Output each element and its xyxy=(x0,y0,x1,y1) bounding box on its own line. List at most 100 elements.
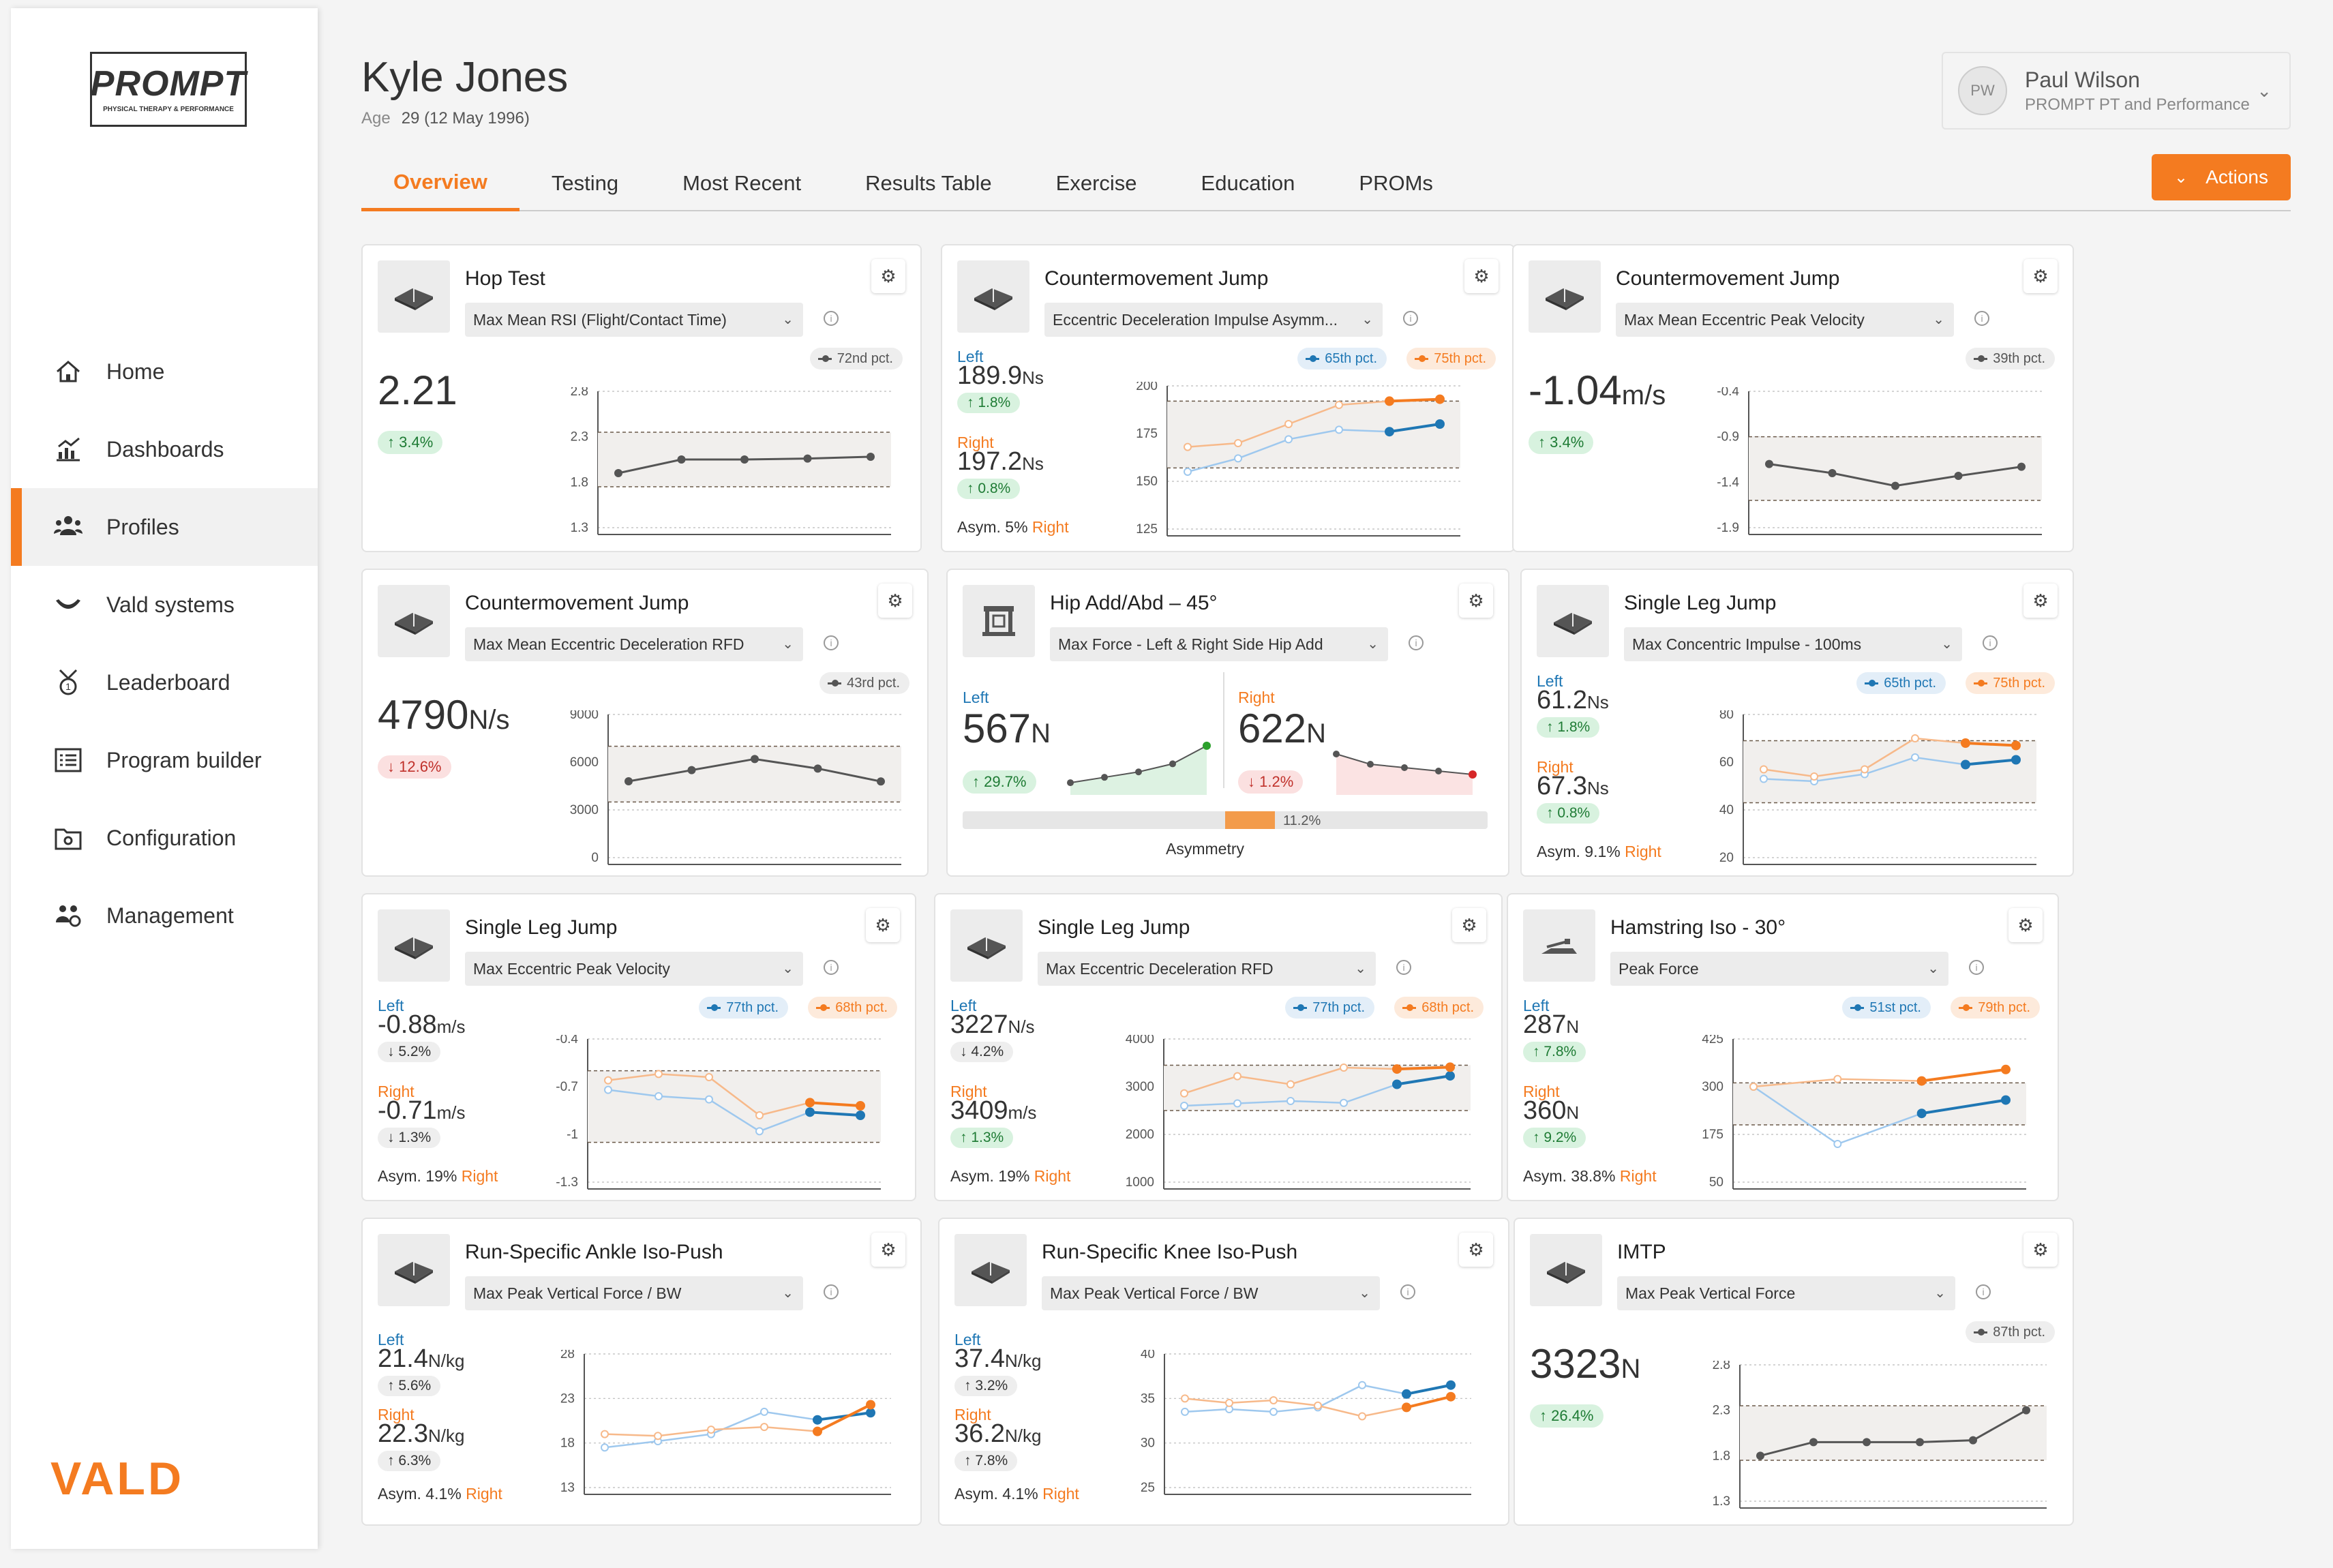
sidebar-item-home[interactable]: Home xyxy=(11,333,318,410)
info-icon[interactable]: i xyxy=(1396,960,1411,975)
metric-select[interactable]: Eccentric Deceleration Impulse Asymm... ⌄ xyxy=(1044,303,1383,337)
right-label: Right xyxy=(950,1083,987,1100)
info-icon[interactable]: i xyxy=(1976,1284,1991,1299)
info-icon[interactable]: i xyxy=(1403,311,1418,326)
data-point xyxy=(1954,472,1963,480)
info-icon[interactable]: i xyxy=(1969,960,1984,975)
settings-gear-icon[interactable]: ⚙ xyxy=(2023,1233,2058,1267)
sidebar-item-vald-systems[interactable]: Vald systems xyxy=(11,566,318,644)
info-icon[interactable]: i xyxy=(824,1284,839,1299)
tab-testing[interactable]: Testing xyxy=(551,171,619,195)
data-point-left xyxy=(1916,1109,1927,1119)
y-tick-label: 18 xyxy=(560,1436,575,1451)
sidebar-item-management[interactable]: Management xyxy=(11,877,318,954)
left-label: Left xyxy=(950,997,977,1014)
actions-button[interactable]: ⌄ Actions xyxy=(2152,154,2291,200)
card-7: Single Leg Jump Max Eccentric Peak Veloci… xyxy=(361,893,916,1201)
y-tick-label: 13 xyxy=(560,1481,575,1495)
info-icon[interactable]: i xyxy=(1400,1284,1415,1299)
settings-gear-icon[interactable]: ⚙ xyxy=(1464,259,1499,293)
left-value-number: 189.9 xyxy=(957,361,1023,390)
info-icon[interactable]: i xyxy=(824,311,839,326)
settings-gear-icon[interactable]: ⚙ xyxy=(1452,908,1486,942)
mini-point xyxy=(1401,764,1408,771)
percentile-chip: 72nd pct. xyxy=(809,348,903,370)
info-icon[interactable]: i xyxy=(1974,311,1989,326)
force-plate-icon xyxy=(1537,585,1609,657)
metric-select[interactable]: Max Force - Left & Right Side Hip Add ⌄ xyxy=(1050,627,1388,661)
info-icon[interactable]: i xyxy=(824,960,839,975)
metric-select[interactable]: Max Eccentric Deceleration RFD ⌄ xyxy=(1038,952,1376,986)
metric-select-value: Max Peak Vertical Force / BW xyxy=(473,1284,682,1302)
tab-overview[interactable]: Overview xyxy=(361,155,520,211)
asymmetry-value: Asym. 38.8% xyxy=(1523,1167,1616,1185)
info-icon[interactable]: i xyxy=(1409,635,1424,650)
y-tick-label: 1.3 xyxy=(1713,1494,1730,1509)
data-point xyxy=(813,764,822,773)
sidebar-item-program-builder[interactable]: Program builder xyxy=(11,721,318,799)
data-point-right xyxy=(1833,1074,1842,1083)
metric-select[interactable]: Max Mean Eccentric Deceleration RFD ⌄ xyxy=(465,627,803,661)
settings-gear-icon[interactable]: ⚙ xyxy=(2023,584,2058,618)
normative-band xyxy=(1749,436,2042,500)
force-plate-icon xyxy=(950,909,1023,982)
percentile-chip-right: 75th pct. xyxy=(1966,672,2055,694)
metric-select-value: Max Concentric Impulse - 100ms xyxy=(1632,635,1862,653)
asymmetry-text: Asym. 4.1% Right xyxy=(378,1485,502,1503)
mini-point xyxy=(1367,761,1374,768)
right-change-badge: ↑ 0.8% xyxy=(1537,803,1600,824)
tab-proms[interactable]: PROMs xyxy=(1359,171,1433,195)
trend-chart: 2.8 2.3 1.8 1.3 xyxy=(571,387,891,535)
trend-chart: -0.4 -0.7 -1 -1.3 xyxy=(556,1035,881,1190)
series-line-recent-right xyxy=(1396,1066,1451,1071)
force-plate-icon xyxy=(378,1234,450,1306)
settings-gear-icon[interactable]: ⚙ xyxy=(871,259,905,293)
data-point-left xyxy=(866,1408,875,1418)
asymmetry-text: Asym. 5% Right xyxy=(957,518,1069,537)
asymmetry-text: Asym. 9.1% Right xyxy=(1537,843,1661,861)
settings-gear-icon[interactable]: ⚙ xyxy=(2023,259,2058,293)
metric-select[interactable]: Max Mean Eccentric Peak Velocity ⌄ xyxy=(1616,303,1954,337)
settings-gear-icon[interactable]: ⚙ xyxy=(2008,908,2043,942)
mini-point xyxy=(1101,774,1108,781)
y-tick-label: 28 xyxy=(560,1350,575,1361)
percentile-chip-right: 75th pct. xyxy=(1406,348,1496,370)
settings-gear-icon[interactable]: ⚙ xyxy=(878,584,912,618)
percentile-chip-right: 68th pct. xyxy=(1394,997,1484,1019)
sidebar-item-configuration[interactable]: Configuration xyxy=(11,799,318,877)
asymmetry-side: Right xyxy=(1625,843,1661,860)
info-icon[interactable]: i xyxy=(1983,635,1998,650)
metric-select[interactable]: Max Mean RSI (Flight/Contact Time) ⌄ xyxy=(465,303,803,337)
data-point xyxy=(1756,1451,1764,1460)
metric-select[interactable]: Peak Force ⌄ xyxy=(1610,952,1948,986)
tab-education[interactable]: Education xyxy=(1201,171,1295,195)
tab-exercise[interactable]: Exercise xyxy=(1055,171,1137,195)
y-tick-label: 175 xyxy=(1136,427,1158,441)
sidebar-item-profiles[interactable]: Profiles xyxy=(11,488,318,566)
metric-select-value: Max Eccentric Deceleration RFD xyxy=(1046,960,1274,978)
prompt-logo[interactable]: PROMPT PHYSICAL THERAPY & PERFORMANCE xyxy=(90,52,247,127)
tab-results-table[interactable]: Results Table xyxy=(865,171,992,195)
sidebar-item-label: Profiles xyxy=(106,514,179,539)
sidebar-item-leaderboard[interactable]: 1 Leaderboard xyxy=(11,644,318,721)
tab-most-recent[interactable]: Most Recent xyxy=(682,171,802,195)
settings-gear-icon[interactable]: ⚙ xyxy=(866,908,900,942)
settings-gear-icon[interactable]: ⚙ xyxy=(871,1233,905,1267)
settings-gear-icon[interactable]: ⚙ xyxy=(1459,1233,1493,1267)
settings-gear-icon[interactable]: ⚙ xyxy=(1459,584,1493,618)
metric-select[interactable]: Max Concentric Impulse - 100ms ⌄ xyxy=(1624,627,1962,661)
metric-value-unit: m/s xyxy=(1621,380,1666,410)
info-icon[interactable]: i xyxy=(824,635,839,650)
percentile-chip-left: 65th pct. xyxy=(1856,672,1946,694)
metric-select[interactable]: Max Peak Vertical Force / BW ⌄ xyxy=(465,1276,803,1310)
right-value: 197.2Ns xyxy=(957,447,1044,477)
metric-select[interactable]: Max Peak Vertical Force / BW ⌄ xyxy=(1042,1276,1380,1310)
data-point xyxy=(687,766,696,774)
panel-divider xyxy=(1223,672,1224,788)
metric-select[interactable]: Max Eccentric Peak Velocity ⌄ xyxy=(465,952,803,986)
sidebar-item-dashboards[interactable]: Dashboards xyxy=(11,410,318,488)
sidebar-item-label: Home xyxy=(106,359,165,384)
user-menu[interactable]: PW Paul Wilson PROMPT PT and Performance… xyxy=(1942,52,2291,130)
series-line-recent-right xyxy=(1921,1068,2006,1083)
metric-select[interactable]: Max Peak Vertical Force ⌄ xyxy=(1617,1276,1955,1310)
